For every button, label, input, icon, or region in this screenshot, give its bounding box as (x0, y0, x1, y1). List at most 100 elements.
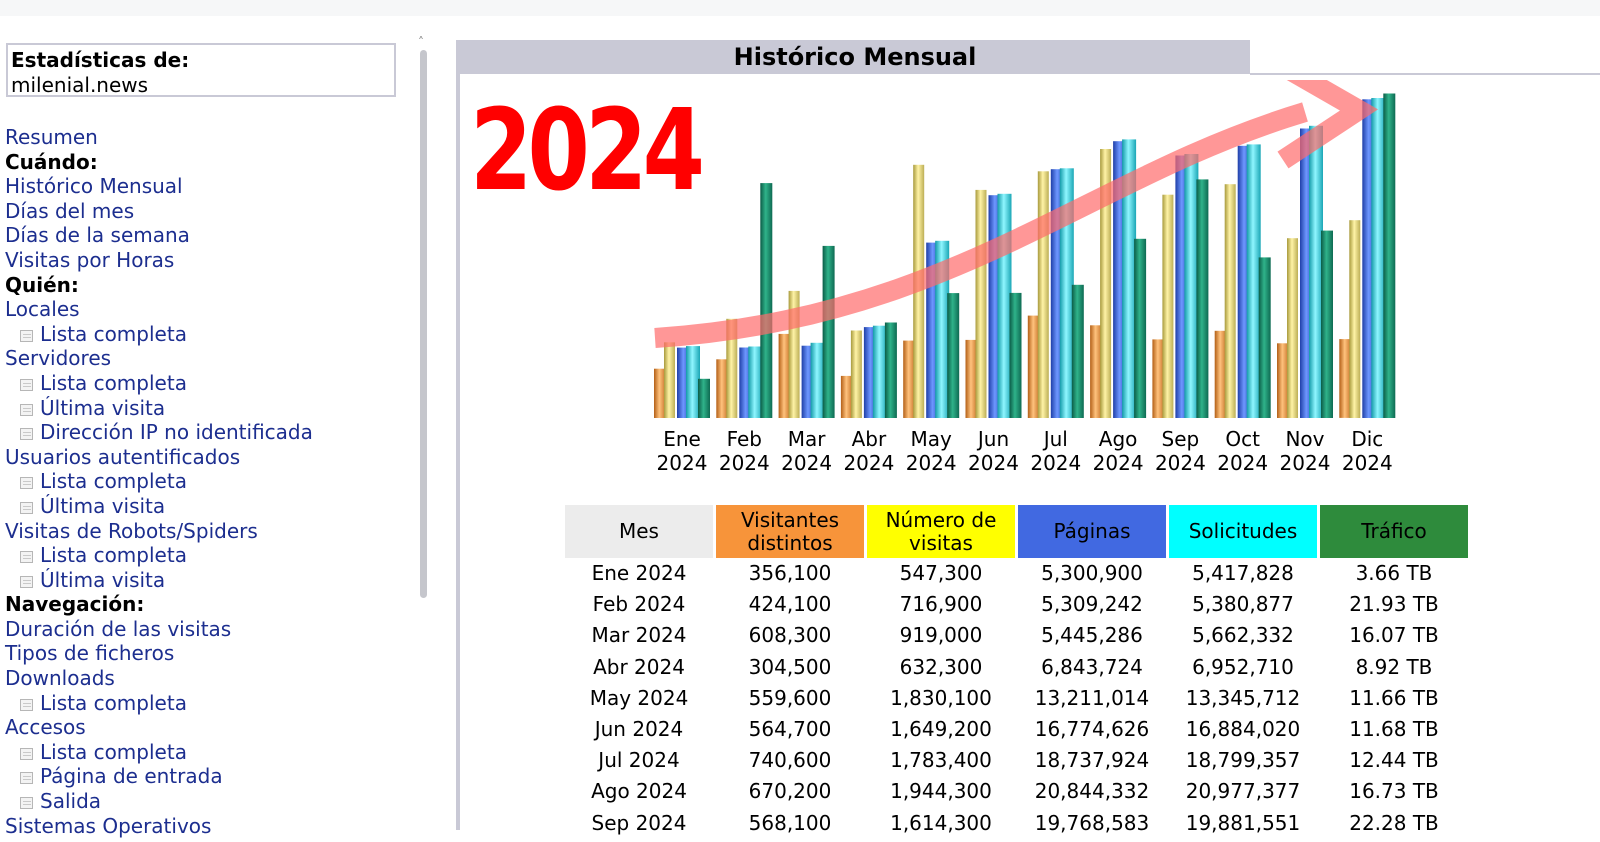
nav-item-sistemas-operativos[interactable]: Sistemas Operativos (5, 814, 415, 839)
month-label: Ene 2024 (651, 427, 713, 475)
nav-label: Usuarios autentificados (5, 444, 241, 469)
nav-subitem-lista-completa[interactable]: Lista completa (5, 469, 415, 494)
nav-subitem-ultima-visita[interactable]: Última visita (5, 494, 415, 519)
list-page-icon (20, 772, 33, 785)
cell-trafico: 8.92 TB (1355, 654, 1433, 679)
nav-item-visitas-de-robots-spiders[interactable]: Visitas de Robots/Spiders (5, 519, 415, 544)
list-page-icon (20, 698, 33, 711)
sidebar: Estadísticas de: milenial.news Resumen Cu… (0, 16, 430, 842)
header-label: Visitantes (740, 507, 840, 532)
nav-item-visitas-por-horas[interactable]: Visitas por Horas (5, 248, 415, 273)
nav-item-servidores[interactable]: Servidores (5, 346, 415, 371)
stats-for-box: Estadísticas de: milenial.news (6, 43, 396, 97)
nav-item-usuarios-autentificados[interactable]: Usuarios autentificados (5, 445, 415, 470)
list-page-icon (20, 747, 33, 760)
nav-label: Histórico Mensual (5, 174, 183, 199)
month-label: Mar 2024 (776, 427, 838, 475)
nav-label: Lista completa (40, 469, 187, 494)
cell-solicitudes: 5,380,877 (1192, 592, 1294, 617)
bar-solicitudes (872, 325, 887, 418)
bar-visitantes (965, 339, 978, 418)
nav-label: Duración de las visitas (5, 616, 232, 641)
nav-label: Salida (40, 789, 102, 814)
month-label: Sep 2024 (1149, 427, 1211, 475)
header-label: distintos (747, 530, 833, 555)
bar-visitas (850, 330, 862, 418)
table-body: Ene 2024 356,100 547,300 5,300,900 5,417,828… (565, 558, 1468, 839)
nav-subitem-lista-completa[interactable]: Lista completa (5, 371, 415, 396)
bar-solicitudes (1122, 139, 1137, 418)
month-label: Feb 2024 (713, 427, 775, 475)
nav-item-dias-de-la-semana[interactable]: Días de la semana (5, 223, 415, 248)
scroll-up-arrow-icon[interactable]: ˄ (418, 35, 424, 49)
bar-solicitudes (1184, 154, 1199, 418)
nav-subitem-lista-completa[interactable]: Lista completa (5, 740, 415, 765)
nav-subitem-ultima-visita[interactable]: Última visita (5, 396, 415, 421)
header-visitas[interactable]: Número de visitas (867, 505, 1015, 558)
nav-item-dias-del-mes[interactable]: Días del mes (5, 199, 415, 224)
nav-subitem-lista-completa[interactable]: Lista completa (5, 691, 415, 716)
nav-subitem-lista-completa[interactable]: Lista completa (5, 322, 415, 347)
month-label: Oct 2024 (1212, 427, 1274, 475)
nav-item-locales[interactable]: Locales (5, 297, 415, 322)
cell-visitas: 1,830,100 (890, 685, 992, 710)
cell-trafico: 11.66 TB (1349, 685, 1439, 710)
monthly-stats-table: Mes Visitantes distintos Número de visitas Pá… (562, 505, 1471, 839)
month-label-name: Jun (977, 427, 1010, 451)
nav-label: Resumen (5, 125, 98, 149)
month-label-name: Ago (1098, 427, 1138, 451)
nav-subitem-ultima-visita[interactable]: Última visita (5, 568, 415, 593)
cell-solicitudes: 16,884,020 (1185, 717, 1301, 742)
scrollbar-thumb[interactable] (420, 50, 427, 598)
header-solicitudes[interactable]: Solicitudes (1169, 505, 1317, 558)
bar-trafico (884, 322, 897, 418)
bar-visitas (975, 189, 987, 418)
nav-label: Downloads (5, 666, 115, 691)
header-mes[interactable]: Mes (565, 505, 713, 558)
cell-solicitudes: 18,799,357 (1185, 748, 1301, 773)
nav-label: Última visita (40, 395, 166, 420)
nav-item-duracion-de-las-visitas[interactable]: Duración de las visitas (5, 617, 415, 642)
monthly-history-chart (654, 80, 1396, 419)
month-label: Jul 2024 (1025, 427, 1087, 475)
bar-visitantes (1027, 315, 1040, 418)
bar-visitas (1224, 184, 1236, 418)
list-page-icon (20, 797, 33, 810)
site-name: milenial.news (11, 73, 149, 97)
cell-mes: Sep 2024 (591, 810, 687, 835)
trend-arrow-line (654, 102, 1308, 348)
nav-subitem-pagina-de-entrada[interactable]: Página de entrada (5, 764, 415, 789)
nav-item-resumen[interactable]: Resumen (5, 125, 415, 150)
nav-label: Servidores (5, 346, 112, 371)
section-title-rule (1250, 73, 1600, 75)
nav-item-tipos-de-ficheros[interactable]: Tipos de ficheros (5, 641, 415, 666)
header-visitantes[interactable]: Visitantes distintos (716, 505, 864, 558)
header-paginas[interactable]: Páginas (1018, 505, 1166, 558)
nav-label: Quién: (5, 272, 79, 297)
nav-item-accesos[interactable]: Accesos (5, 715, 415, 740)
bar-trafico (1071, 284, 1084, 418)
cell-trafico: 22.28 TB (1349, 810, 1439, 835)
nav-subitem-direccion-ip-no-identificada[interactable]: Dirección IP no identificada (5, 420, 415, 445)
nav-item-historico-mensual[interactable]: Histórico Mensual (5, 174, 415, 199)
bar-trafico (822, 245, 835, 418)
cell-solicitudes: 19,881,551 (1185, 810, 1301, 835)
nav-label: Última visita (40, 493, 166, 518)
table-row: Abr 2024 304,500 632,300 6,843,724 6,952,710… (565, 652, 1468, 683)
header-trafico[interactable]: Tráfico (1320, 505, 1468, 558)
table-header-row: Mes Visitantes distintos Número de visitas Pá… (565, 505, 1468, 558)
nav-label: Última visita (40, 567, 166, 592)
bar-visitas (788, 290, 800, 418)
table-row: Jul 2024 740,600 1,783,400 18,737,924 18,799… (565, 745, 1468, 776)
nav-label: Visitas por Horas (5, 247, 175, 272)
nav-label: Lista completa (40, 543, 187, 568)
sidebar-scrollbar[interactable]: ˄ (418, 35, 430, 598)
nav-label: Lista completa (40, 690, 187, 715)
nav-subitem-lista-completa[interactable]: Lista completa (5, 543, 415, 568)
bar-visitantes (1277, 343, 1289, 418)
nav-item-downloads[interactable]: Downloads (5, 666, 415, 691)
month-label: Abr 2024 (838, 427, 900, 475)
nav-subitem-salida[interactable]: Salida (5, 789, 415, 814)
cell-visitas: 716,900 (899, 592, 983, 617)
bar-trafico (1009, 292, 1022, 418)
